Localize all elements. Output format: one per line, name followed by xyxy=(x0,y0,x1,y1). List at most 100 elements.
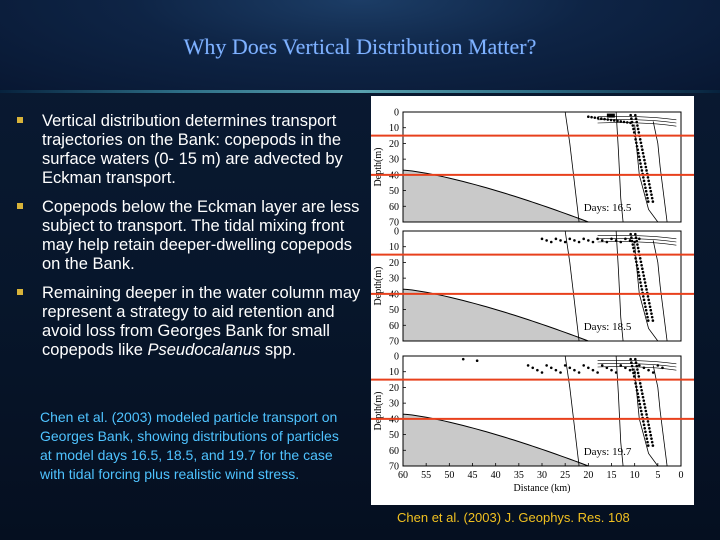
depth-tick-label: 10 xyxy=(389,242,399,253)
particle xyxy=(559,371,562,374)
particle xyxy=(596,116,600,120)
particle xyxy=(636,368,639,371)
depth-tick-label: 0 xyxy=(394,108,399,119)
particle xyxy=(631,124,635,127)
particle xyxy=(646,420,650,423)
particle xyxy=(637,399,641,402)
release-marker xyxy=(606,113,615,118)
particle xyxy=(554,237,558,241)
particle xyxy=(577,371,581,374)
depth-tick-label: 30 xyxy=(389,274,399,285)
particle xyxy=(643,158,646,162)
particle xyxy=(622,120,626,124)
particle xyxy=(634,232,637,236)
particle xyxy=(638,364,641,367)
particle xyxy=(573,368,576,372)
particle xyxy=(636,246,640,250)
particle xyxy=(610,237,613,241)
particle xyxy=(545,364,548,367)
depth-tick-label: 60 xyxy=(389,446,399,457)
particle xyxy=(646,440,649,444)
particle xyxy=(644,308,648,312)
particle xyxy=(577,240,581,244)
particle xyxy=(648,301,651,305)
particle xyxy=(650,196,654,200)
contour-line xyxy=(652,240,668,342)
particle xyxy=(629,121,632,125)
slide-title: Why Does Vertical Distribution Matter? xyxy=(183,34,537,59)
particle xyxy=(647,179,650,183)
particle xyxy=(650,437,653,440)
particle xyxy=(603,117,606,121)
particle xyxy=(643,301,647,305)
particle xyxy=(614,371,618,374)
particle xyxy=(636,267,640,271)
particle xyxy=(593,116,597,119)
contour-line xyxy=(597,363,677,368)
particle xyxy=(559,239,562,242)
particle xyxy=(650,315,654,319)
contour-line xyxy=(597,360,677,365)
panel-day-label: Days: 18.5 xyxy=(584,321,632,333)
contour-line xyxy=(564,355,580,467)
particle xyxy=(587,366,590,370)
depth-tick-label: 40 xyxy=(389,170,399,181)
depth-axis-label: Depth(m) xyxy=(373,267,384,306)
particle xyxy=(646,319,650,322)
particle xyxy=(656,364,660,367)
particle xyxy=(619,120,623,123)
bullet-item-1: Vertical distribution determines transpo… xyxy=(14,112,364,188)
particle xyxy=(616,119,619,123)
distance-tick-label: 0 xyxy=(679,470,684,481)
particle xyxy=(638,382,642,385)
particle xyxy=(640,263,643,267)
particle xyxy=(650,193,653,196)
particle xyxy=(624,366,627,370)
particle xyxy=(637,395,640,399)
particle xyxy=(637,131,641,134)
depth-tick-label: 0 xyxy=(394,227,399,238)
particle xyxy=(651,444,655,447)
particle xyxy=(634,357,637,361)
particle xyxy=(635,239,639,243)
species-name: Pseudocalanus xyxy=(147,341,261,359)
particle xyxy=(605,240,609,244)
particle xyxy=(647,298,650,302)
bathymetry-shading xyxy=(402,169,589,223)
particle xyxy=(642,155,646,158)
particle xyxy=(639,409,643,413)
particle xyxy=(638,277,642,281)
particle xyxy=(643,402,646,406)
particle xyxy=(651,200,655,203)
particle xyxy=(609,118,613,122)
particle xyxy=(647,423,650,427)
particle xyxy=(646,295,650,298)
particle xyxy=(461,357,465,361)
particle xyxy=(600,364,604,367)
bullet-text-1: Vertical distribution determines transpo… xyxy=(42,112,343,187)
particle xyxy=(634,141,638,145)
particle xyxy=(582,364,585,367)
particle xyxy=(630,117,633,120)
particle xyxy=(640,144,643,148)
square-bullet-icon xyxy=(17,117,23,123)
particle xyxy=(650,312,653,315)
particle xyxy=(642,295,645,298)
particle xyxy=(540,371,544,374)
particle xyxy=(645,193,649,196)
particle xyxy=(637,151,640,155)
particle xyxy=(634,117,638,120)
particle xyxy=(619,364,623,367)
particle xyxy=(639,385,643,389)
particle xyxy=(644,409,648,413)
particle xyxy=(646,196,649,200)
particle xyxy=(642,420,645,423)
particle xyxy=(540,237,544,241)
particle xyxy=(640,413,644,416)
particle xyxy=(648,426,651,430)
particle xyxy=(631,243,635,246)
particle xyxy=(563,364,567,367)
particle xyxy=(554,368,558,372)
particle xyxy=(587,115,590,119)
bathymetry-shading xyxy=(402,288,589,342)
